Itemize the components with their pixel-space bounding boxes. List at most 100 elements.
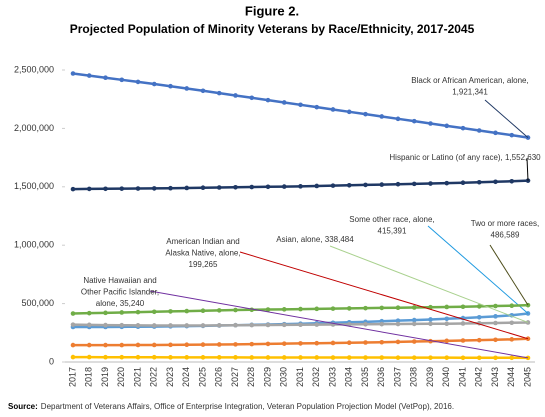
point	[346, 306, 352, 311]
x-tick-label: 2038	[409, 367, 419, 387]
point	[70, 322, 76, 327]
point	[509, 303, 515, 309]
point	[119, 322, 125, 328]
point	[168, 355, 173, 360]
point	[135, 342, 141, 348]
point	[298, 322, 303, 328]
point	[330, 107, 336, 112]
point	[428, 181, 433, 186]
point	[86, 322, 92, 328]
point	[281, 322, 287, 328]
point	[233, 342, 238, 347]
point	[363, 111, 368, 117]
point	[135, 309, 141, 315]
x-tick-label: 2021	[132, 367, 142, 387]
point	[509, 179, 515, 184]
point	[379, 355, 385, 360]
point	[200, 185, 206, 191]
point	[281, 307, 287, 312]
annotation: Hispanic or Latino (of any race), 1,552,…	[389, 153, 541, 162]
point	[119, 77, 125, 83]
y-tick-label: 500,000	[21, 298, 54, 308]
point	[233, 322, 238, 328]
annotation: Some other race, alone,	[349, 215, 434, 224]
point	[330, 355, 336, 360]
x-tick-label: 2025	[197, 367, 207, 387]
point	[395, 321, 401, 327]
point	[330, 340, 336, 346]
point	[103, 342, 108, 348]
point	[460, 125, 466, 131]
point	[346, 355, 352, 360]
point	[281, 355, 287, 360]
point	[184, 355, 190, 360]
x-tick-label: 2045	[522, 367, 532, 387]
point	[86, 186, 92, 192]
point	[184, 342, 190, 348]
x-tick-label: 2028	[246, 367, 256, 387]
point	[265, 97, 271, 103]
point	[151, 309, 157, 315]
point	[363, 321, 368, 327]
point	[411, 317, 417, 323]
point	[216, 323, 222, 328]
point	[70, 186, 76, 192]
point	[525, 336, 531, 342]
point	[363, 355, 368, 360]
point	[493, 303, 498, 309]
point	[476, 337, 482, 343]
point	[216, 308, 222, 313]
point	[379, 321, 385, 327]
point	[411, 339, 417, 344]
point	[298, 184, 303, 189]
point	[103, 354, 108, 360]
point	[200, 88, 206, 94]
annotation: Two or more races,	[471, 219, 539, 228]
point	[444, 123, 450, 129]
point	[444, 316, 450, 322]
point	[379, 114, 385, 119]
point	[200, 323, 206, 328]
x-tick-label: 2026	[214, 367, 224, 387]
leader-line	[526, 157, 529, 181]
point	[525, 302, 531, 308]
x-tick-label: 2020	[116, 367, 126, 387]
point	[298, 355, 303, 360]
point	[298, 341, 303, 346]
point	[411, 305, 417, 310]
point	[346, 340, 352, 346]
x-tick-label: 2035	[360, 367, 370, 387]
y-tick-label: 0	[49, 356, 54, 366]
x-tick-label: 2034	[344, 367, 354, 387]
point	[135, 323, 141, 328]
x-tick-label: 2023	[165, 367, 175, 387]
point	[363, 305, 368, 311]
point	[86, 73, 92, 78]
source-label: Source:	[8, 402, 38, 411]
x-tick-label: 2033	[327, 367, 337, 387]
point	[119, 354, 125, 360]
annotation: Other Pacific Islander,	[81, 288, 159, 297]
point	[379, 305, 385, 311]
point	[493, 130, 498, 136]
x-tick-label: 2031	[295, 367, 305, 387]
leader-line	[239, 251, 529, 340]
x-tick-label: 2030	[279, 367, 289, 387]
point	[476, 304, 482, 309]
point	[509, 132, 515, 138]
point	[476, 314, 482, 320]
point	[135, 186, 141, 191]
point	[103, 186, 108, 192]
point	[493, 314, 498, 319]
point	[265, 341, 271, 347]
point	[265, 355, 271, 360]
point	[151, 81, 157, 87]
point	[314, 355, 320, 360]
point	[298, 306, 303, 312]
point	[184, 323, 190, 328]
point	[151, 323, 157, 328]
point	[216, 90, 222, 96]
point	[70, 311, 76, 316]
point	[363, 182, 368, 188]
point	[249, 95, 255, 101]
